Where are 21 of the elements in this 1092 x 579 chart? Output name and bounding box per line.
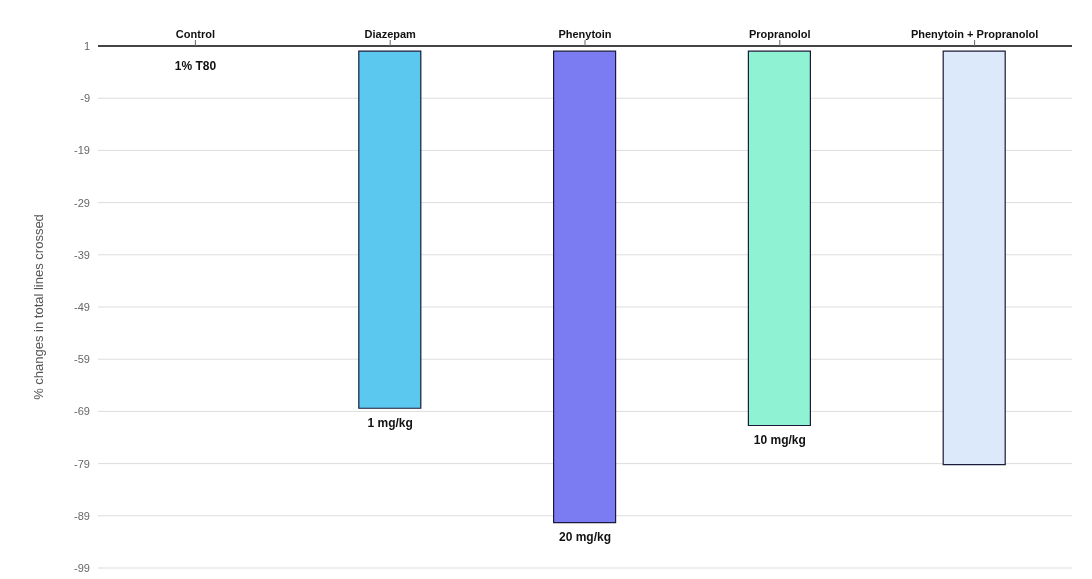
y-tick-label: -29	[74, 196, 90, 209]
x-tick-label: Phenytoin	[558, 28, 612, 40]
x-tick-label: Propranolol	[748, 28, 811, 40]
annotation: 1% T80	[174, 58, 217, 73]
x-tick-label: Control	[175, 28, 215, 40]
y-tick-label: -49	[74, 300, 90, 313]
x-tick-label: Diazepam	[364, 28, 417, 40]
y-tick-label: -89	[74, 509, 90, 522]
annotation: 1 mg/kg	[367, 415, 413, 430]
y-tick-label: -9	[80, 92, 90, 105]
y-axis-title: % changes in total lines crossed	[30, 214, 46, 400]
y-tick-label: -99	[74, 561, 90, 574]
y-tick-label: -59	[74, 353, 90, 366]
y-tick-label: 1	[83, 39, 90, 52]
y-tick-label: -79	[74, 457, 90, 470]
annotation: 20 mg/kg	[558, 530, 612, 545]
x-tick-label: Phenytoin + Propranolol	[910, 28, 1039, 40]
y-tick-label: -69	[74, 405, 90, 418]
annotation: 10 mg/kg	[753, 433, 806, 448]
y-tick-label: -39	[74, 248, 90, 261]
y-tick-label: -19	[74, 144, 90, 157]
